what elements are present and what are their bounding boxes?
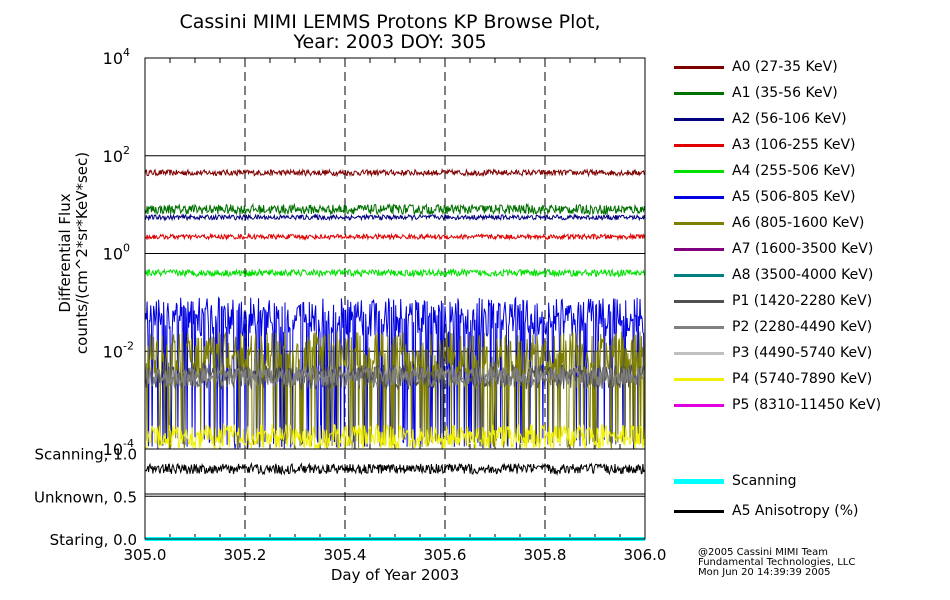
series-trace [144,167,646,178]
legend-label: P3 (4490-5740 KeV) [732,345,873,361]
legend-item: A0 (27-35 KeV) [672,58,942,78]
legend-swatch [674,274,724,277]
legend-label: A0 (27-35 KeV) [732,59,838,75]
credit-line1: @2005 Cassini MIMI Team [698,547,828,558]
legend-swatch [674,479,724,484]
anisotropy-trace [144,461,646,476]
legend-swatch [674,326,724,329]
status-level-label: Scanning, 1.0 [34,446,137,464]
legend-label: A5 (506-805 KeV) [732,189,856,205]
legend-label: P1 (1420-2280 KeV) [732,293,873,309]
y-tick-label: 10 [103,147,123,166]
legend-item: A7 (1600-3500 KeV) [672,240,942,260]
status-level-label: Unknown, 0.5 [34,488,137,506]
x-tick-label: 305.4 [324,546,367,564]
legend-swatch [674,118,724,121]
credit-line3: Mon Jun 20 14:39:39 2005 [698,567,831,578]
legend-item: A5 (506-805 KeV) [672,188,942,208]
legend-swatch [674,248,724,251]
plot-title-line2: Year: 2003 DOY: 305 [293,31,487,53]
x-axis-label: Day of Year 2003 [331,566,459,584]
legend-item: A3 (106-255 KeV) [672,136,942,156]
legend-item: A6 (805-1600 KeV) [672,214,942,234]
series-trace [144,202,646,216]
legend-swatch [674,300,724,303]
legend-label: A1 (35-56 KeV) [732,85,838,101]
legend-swatch [674,66,724,69]
legend-item: P3 (4490-5740 KeV) [672,344,942,364]
legend-item: P2 (2280-4490 KeV) [672,318,942,338]
x-tick-label: 305.0 [124,546,167,564]
legend-label: P4 (5740-7890 KeV) [732,371,873,387]
x-tick-label: 305.6 [424,546,467,564]
legend-swatch [674,222,724,225]
legend-swatch [674,170,724,173]
series-trace [144,213,646,222]
y-axis-label: Differential Flux [56,193,74,312]
status-level-label: Staring, 0.0 [50,531,137,549]
legend-label: A7 (1600-3500 KeV) [732,241,874,257]
y-tick-exponent: 4 [123,46,130,59]
legend-item: A4 (255-506 KeV) [672,162,942,182]
legend-item: P4 (5740-7890 KeV) [672,370,942,390]
series-trace [144,267,646,279]
legend-swatch [674,196,724,199]
y-tick-exponent: -4 [123,437,134,450]
x-tick-label: 306.0 [624,546,667,564]
legend-label: A4 (255-506 KeV) [732,163,856,179]
legend-label: Scanning [732,473,797,489]
legend-swatch [674,92,724,95]
x-tick-label: 305.2 [224,546,267,564]
legend-item: A1 (35-56 KeV) [672,84,942,104]
legend-item: Scanning [672,472,942,492]
y-tick-label: 10 [103,49,123,68]
legend-swatch [674,144,724,147]
series-trace [144,365,646,389]
y-tick-exponent: -2 [123,339,134,352]
y-tick-label: 10 [103,342,123,361]
legend-label: A5 Anisotropy (%) [732,503,859,519]
legend-swatch [674,352,724,355]
legend-item: A5 Anisotropy (%) [672,502,942,522]
credit-line2: Fundamental Technologies, LLC [698,557,856,568]
legend-label: A6 (805-1600 KeV) [732,215,865,231]
legend-label: A3 (106-255 KeV) [732,137,856,153]
y-tick-label: 10 [103,440,123,459]
legend-item: A2 (56-106 KeV) [672,110,942,130]
legend-label: P2 (2280-4490 KeV) [732,319,873,335]
y-tick-exponent: 0 [123,242,130,255]
y-tick-exponent: 2 [123,144,130,157]
y-tick-label: 10 [103,245,123,264]
legend-item: P5 (8310-11450 KeV) [672,396,942,416]
legend-swatch [674,510,724,513]
legend-label: A8 (3500-4000 KeV) [732,267,874,283]
y-axis-label-units: counts/(cm^2*sr*KeV*sec) [73,152,91,354]
series-trace [144,423,646,450]
legend-item: A8 (3500-4000 KeV) [672,266,942,286]
legend-swatch [674,378,724,381]
legend-label: A2 (56-106 KeV) [732,111,847,127]
series-trace [144,232,646,242]
legend-item: P1 (1420-2280 KeV) [672,292,942,312]
legend-label: P5 (8310-11450 KeV) [732,397,882,413]
x-tick-label: 305.8 [524,546,567,564]
plot-title-line1: Cassini MIMI LEMMS Protons KP Browse Plo… [179,11,601,33]
legend-swatch [674,404,724,407]
